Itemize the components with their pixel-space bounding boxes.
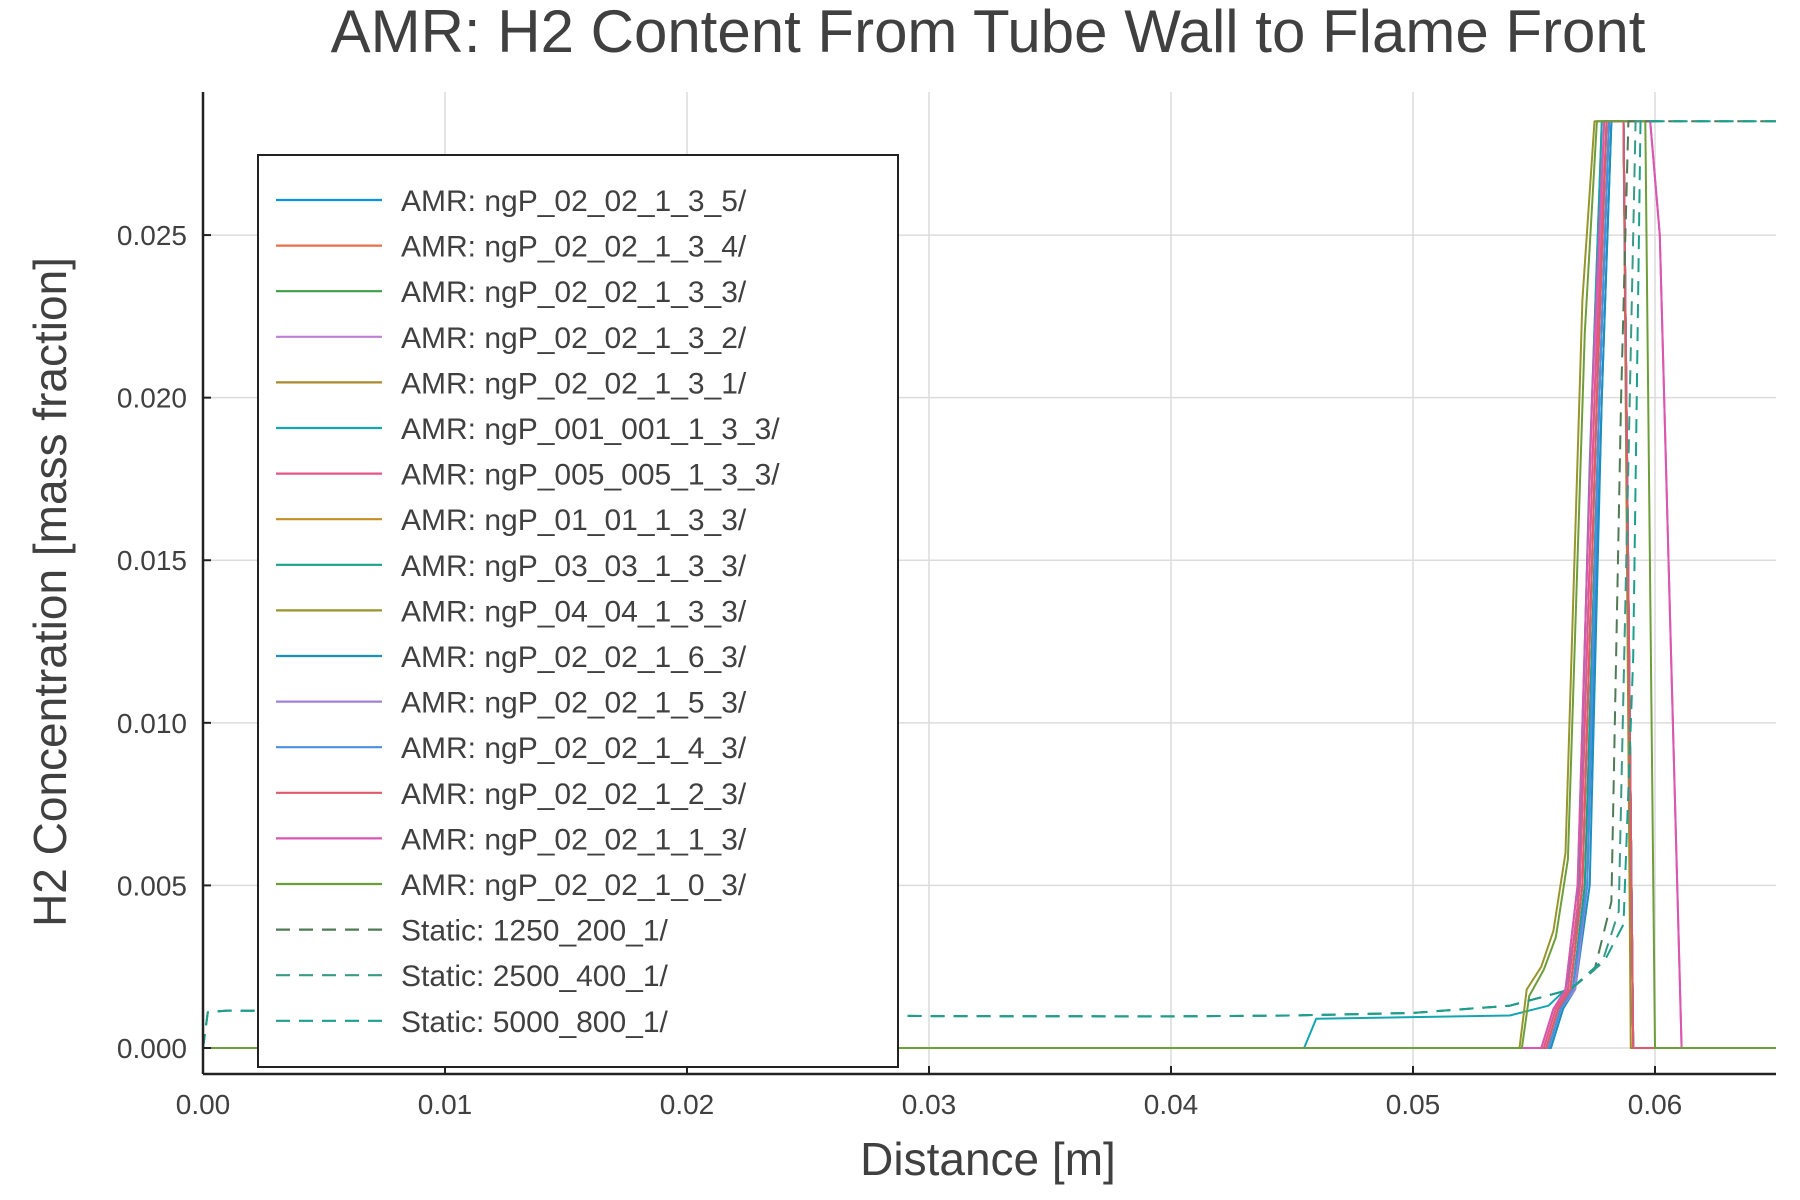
legend-item: AMR: ngP_005_005_1_3_3/: [276, 459, 780, 492]
series-line-16: [203, 120, 1776, 1049]
legend-label: Static: 1250_200_1/: [401, 915, 669, 948]
legend-item: AMR: ngP_02_02_1_4_3/: [276, 732, 747, 765]
legend-label: Static: 5000_800_1/: [401, 1006, 669, 1039]
x-axis-label: Distance [m]: [860, 1133, 1116, 1185]
x-tick-label: 0.04: [1144, 1089, 1199, 1120]
legend-item: AMR: ngP_02_02_1_3_3/: [276, 276, 747, 309]
legend-item: AMR: ngP_02_02_1_2_3/: [276, 778, 747, 811]
legend-item: Static: 2500_400_1/: [276, 960, 669, 993]
x-tick-label: 0.01: [418, 1089, 473, 1120]
legend-label: AMR: ngP_001_001_1_3_3/: [401, 413, 780, 446]
x-tick-label: 0.06: [1628, 1089, 1683, 1120]
series-line-14: [203, 120, 1776, 1049]
legend-item: AMR: ngP_02_02_1_3_1/: [276, 367, 747, 400]
legend-item: AMR: ngP_02_02_1_3_5/: [276, 185, 747, 218]
series-line-15: [203, 120, 1776, 1049]
legend-label: Static: 2500_400_1/: [401, 960, 669, 993]
legend-label: AMR: ngP_02_02_1_0_3/: [401, 869, 747, 902]
y-tick-label: 0.020: [117, 383, 187, 414]
x-tick-label: 0.03: [902, 1089, 957, 1120]
legend-item: AMR: ngP_02_02_1_0_3/: [276, 869, 747, 902]
chart-title: AMR: H2 Content From Tube Wall to Flame …: [331, 0, 1646, 65]
legend-label: AMR: ngP_02_02_1_2_3/: [401, 778, 747, 811]
legend-item: Static: 5000_800_1/: [276, 1006, 669, 1039]
legend-label: AMR: ngP_02_02_1_1_3/: [401, 823, 747, 856]
legend-label: AMR: ngP_02_02_1_3_4/: [401, 231, 747, 264]
legend-label: AMR: ngP_02_02_1_4_3/: [401, 732, 747, 765]
legend-label: AMR: ngP_02_02_1_6_3/: [401, 641, 747, 674]
y-axis-ticks: 0.000 0.005 0.010 0.015 0.020 0.025: [117, 220, 211, 1064]
x-tick-label: 0.00: [176, 1089, 231, 1120]
y-tick-label: 0.005: [117, 870, 187, 901]
legend-label: AMR: ngP_02_02_1_3_5/: [401, 185, 747, 218]
axes: [201, 92, 1776, 1076]
x-tick-label: 0.05: [1386, 1089, 1441, 1120]
legend-label: AMR: ngP_02_02_1_5_3/: [401, 687, 747, 720]
legend-label: AMR: ngP_02_02_1_3_1/: [401, 367, 747, 400]
legend-item: AMR: ngP_02_02_1_3_4/: [276, 231, 747, 264]
legend: AMR: ngP_02_02_1_3_5/AMR: ngP_02_02_1_3_…: [257, 154, 899, 1068]
legend-label: AMR: ngP_03_03_1_3_3/: [401, 550, 747, 583]
x-tick-label: 0.02: [660, 1089, 715, 1120]
x-axis-ticks: 0.00 0.01 0.02 0.03 0.04 0.05 0.06: [176, 1066, 1683, 1120]
legend-item: AMR: ngP_02_02_1_6_3/: [276, 641, 747, 674]
legend-label: AMR: ngP_005_005_1_3_3/: [401, 459, 780, 492]
legend-item: AMR: ngP_001_001_1_3_3/: [276, 413, 780, 446]
legend-item: AMR: ngP_02_02_1_3_2/: [276, 322, 747, 355]
y-tick-label: 0.015: [117, 545, 187, 576]
legend-label: AMR: ngP_02_02_1_3_3/: [401, 276, 747, 309]
legend-label: AMR: ngP_01_01_1_3_3/: [401, 504, 747, 537]
y-tick-label: 0.025: [117, 220, 187, 251]
legend-item: AMR: ngP_03_03_1_3_3/: [276, 550, 747, 583]
y-tick-label: 0.010: [117, 708, 187, 739]
legend-item: AMR: ngP_02_02_1_5_3/: [276, 687, 747, 720]
legend-label: AMR: ngP_04_04_1_3_3/: [401, 595, 747, 628]
legend-label: AMR: ngP_02_02_1_3_2/: [401, 322, 747, 355]
legend-item: Static: 1250_200_1/: [276, 915, 669, 948]
legend-item: AMR: ngP_01_01_1_3_3/: [276, 504, 747, 537]
legend-item: AMR: ngP_02_02_1_1_3/: [276, 823, 747, 856]
y-tick-label: 0.000: [117, 1033, 187, 1064]
legend-item: AMR: ngP_04_04_1_3_3/: [276, 595, 747, 628]
y-axis-label: H2 Concentration [mass fraction]: [24, 257, 76, 927]
